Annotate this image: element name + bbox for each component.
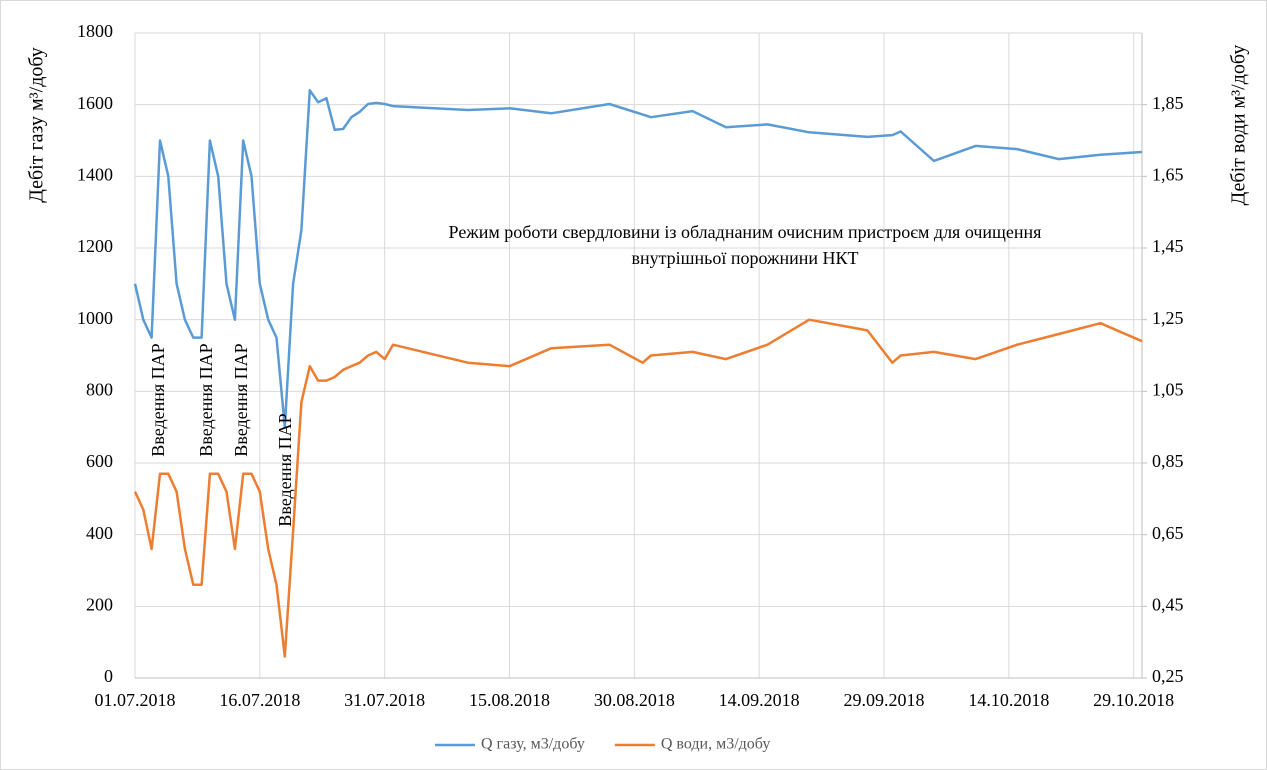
y2-tick-label: 1,45 [1152,236,1184,256]
y2-tick-label: 0,85 [1152,451,1184,471]
y2-tick-label: 0,25 [1152,666,1184,686]
x-tick-label: 14.09.2018 [719,690,800,710]
legend-label: Q води, м3/добу [661,736,770,753]
x-tick-label: 15.08.2018 [469,690,550,710]
x-tick-label: 01.07.2018 [95,690,176,710]
y-axis-title: Дебіт газу м³/добу [26,47,48,203]
x-tick-label: 30.08.2018 [594,690,675,710]
y-tick-label: 1400 [77,164,113,184]
annotation: Введення ПАР [196,343,216,456]
y2-tick-label: 1,65 [1152,164,1184,184]
y-tick-label: 1800 [77,21,113,41]
x-tick-label: 29.10.2018 [1093,690,1174,710]
y-tick-label: 400 [86,523,113,543]
y2-tick-label: 1,05 [1152,379,1184,399]
y2-tick-label: 0,45 [1152,594,1184,614]
data-line [133,89,1143,429]
legend-label: Q газу, м3/добу [481,736,585,753]
annotation: Введення ПАР [275,413,295,526]
y2-axis-title: Дебіт води м³/добу [1228,45,1250,206]
y2-tick-label: 1,25 [1152,308,1184,328]
data-line [133,318,1143,658]
x-tick-label: 16.07.2018 [219,690,300,710]
x-tick-label: 29.09.2018 [844,690,925,710]
y-tick-label: 1600 [77,93,113,113]
annotation: Режим роботи свердловини із обладнаним о… [449,222,1042,242]
annotation: внутрішньої порожнини НКТ [631,248,858,268]
x-tick-label: 31.07.2018 [344,690,425,710]
y-tick-label: 1200 [77,236,113,256]
y-tick-label: 200 [86,594,113,614]
y-tick-label: 0 [104,666,113,686]
y-tick-label: 600 [86,451,113,471]
annotation: Введення ПАР [148,343,168,456]
x-tick-label: 14.10.2018 [968,690,1049,710]
annotation: Введення ПАР [231,343,251,456]
y2-tick-label: 0,65 [1152,523,1184,543]
y2-tick-label: 1,85 [1152,93,1184,113]
y-tick-label: 800 [86,379,113,399]
y-tick-label: 1000 [77,308,113,328]
